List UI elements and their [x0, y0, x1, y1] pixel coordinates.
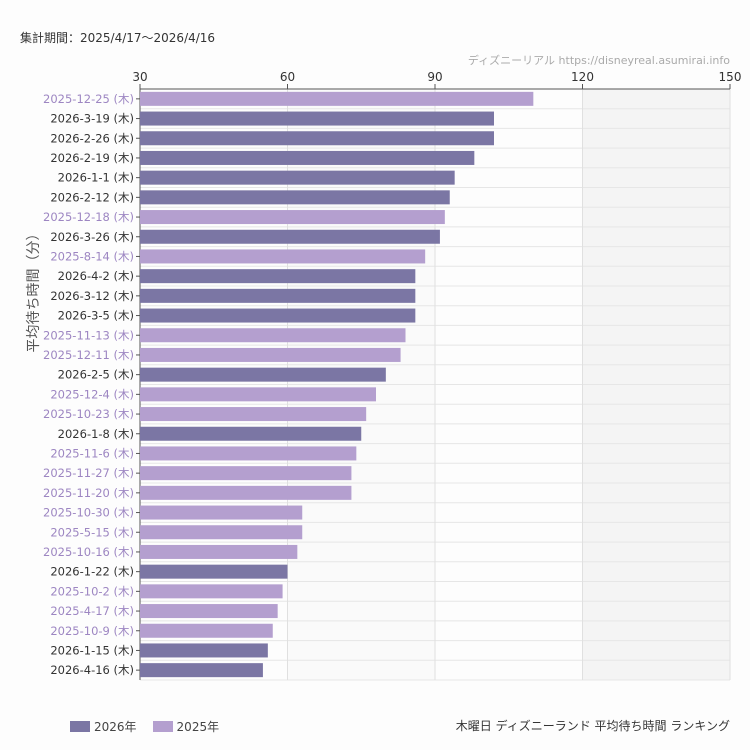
y-tick-label: 2026-2-5 (木)	[58, 368, 134, 382]
legend-swatch-2025	[152, 721, 173, 732]
bar	[140, 407, 367, 422]
bar	[140, 328, 406, 343]
bar	[140, 584, 283, 599]
site-credit: ディズニーリアル https://disneyreal.asumirai.inf…	[467, 54, 730, 67]
y-tick-label: 2025-10-30 (木)	[43, 506, 134, 520]
bar	[140, 308, 416, 323]
bar	[140, 485, 352, 500]
bar	[140, 111, 494, 126]
y-tick-label: 2025-4-17 (木)	[50, 604, 134, 618]
legend-label: 2025年	[176, 720, 220, 734]
x-tick-label: 120	[571, 70, 594, 84]
bar	[140, 170, 455, 185]
x-tick-label: 30	[132, 70, 147, 84]
bar	[140, 367, 386, 382]
bar	[140, 249, 426, 264]
y-tick-label: 2026-2-12 (木)	[50, 190, 134, 204]
y-tick-label: 2026-2-19 (木)	[50, 151, 134, 165]
y-tick-label: 2025-12-11 (木)	[43, 348, 134, 362]
y-tick-label: 2025-12-25 (木)	[43, 92, 134, 106]
y-tick-label: 2025-10-9 (木)	[50, 624, 134, 638]
y-tick-label: 2026-3-12 (木)	[50, 289, 134, 303]
y-tick-label: 2025-11-6 (木)	[50, 446, 134, 460]
legend: 2026年 2025年	[70, 718, 219, 735]
y-tick-label: 2025-10-23 (木)	[43, 407, 134, 421]
bar	[140, 229, 440, 244]
bar	[140, 210, 445, 225]
bar	[140, 466, 352, 481]
y-tick-label: 2026-1-15 (木)	[50, 643, 134, 657]
y-tick-label: 2026-4-2 (木)	[58, 269, 134, 283]
x-tick-label: 150	[719, 70, 742, 84]
bar	[140, 190, 450, 205]
bar	[140, 663, 263, 678]
y-tick-label: 2025-8-14 (木)	[50, 249, 134, 263]
y-tick-label: 2025-11-20 (木)	[43, 486, 134, 500]
bar	[140, 643, 268, 658]
y-tick-label: 2025-12-4 (木)	[50, 387, 134, 401]
bar	[140, 91, 534, 106]
chart-title: 木曜日 ディズニーランド 平均待ち時間 ランキング	[455, 719, 730, 733]
y-tick-label: 2026-1-1 (木)	[58, 171, 134, 185]
bar	[140, 544, 298, 559]
y-tick-label: 2025-5-15 (木)	[50, 525, 134, 539]
aggregation-period: 集計期間：2025/4/17～2026/4/16	[20, 31, 216, 45]
bar	[140, 623, 273, 638]
bar	[140, 604, 278, 619]
bar	[140, 564, 288, 579]
x-tick-label: 90	[427, 70, 442, 84]
bar	[140, 387, 376, 402]
y-tick-label: 2026-4-16 (木)	[50, 663, 134, 677]
y-tick-label: 2025-11-13 (木)	[43, 328, 134, 342]
y-tick-label: 2025-10-16 (木)	[43, 545, 134, 559]
bar	[140, 505, 303, 520]
y-tick-label: 2025-12-18 (木)	[43, 210, 134, 224]
y-tick-label: 2026-3-19 (木)	[50, 112, 134, 126]
bar	[140, 446, 357, 461]
y-tick-label: 2025-10-2 (木)	[50, 584, 134, 598]
bar	[140, 347, 401, 362]
y-tick-label: 2026-1-22 (木)	[50, 565, 134, 579]
legend-swatch-2026	[70, 721, 90, 732]
legend-item-2026: 2026年	[70, 718, 137, 735]
bar	[140, 426, 362, 441]
y-tick-label: 2025-11-27 (木)	[43, 466, 134, 480]
legend-label: 2026年	[94, 720, 137, 734]
y-tick-label: 2026-3-26 (木)	[50, 230, 134, 244]
y-tick-label: 2026-2-26 (木)	[50, 131, 134, 145]
bar	[140, 269, 416, 284]
y-tick-label: 2026-3-5 (木)	[58, 309, 134, 323]
bar	[140, 131, 494, 146]
bar	[140, 525, 303, 540]
y-tick-label: 2026-1-8 (木)	[58, 427, 134, 441]
bar	[140, 150, 475, 165]
legend-item-2025: 2025年	[152, 718, 220, 735]
x-tick-label: 60	[280, 70, 295, 84]
bar	[140, 288, 416, 303]
y-axis-label: 平均待ち時間（分）	[26, 227, 42, 353]
